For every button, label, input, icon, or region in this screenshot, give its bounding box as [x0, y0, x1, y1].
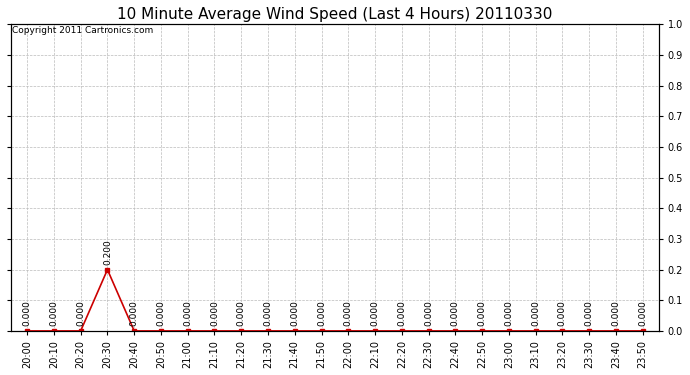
- Text: 0.000: 0.000: [344, 300, 353, 326]
- Text: 0.000: 0.000: [290, 300, 299, 326]
- Text: Copyright 2011 Cartronics.com: Copyright 2011 Cartronics.com: [12, 26, 154, 35]
- Text: 0.000: 0.000: [50, 300, 59, 326]
- Text: 0.000: 0.000: [424, 300, 433, 326]
- Title: 10 Minute Average Wind Speed (Last 4 Hours) 20110330: 10 Minute Average Wind Speed (Last 4 Hou…: [117, 7, 553, 22]
- Text: 0.000: 0.000: [558, 300, 566, 326]
- Text: 0.000: 0.000: [237, 300, 246, 326]
- Text: 0.000: 0.000: [451, 300, 460, 326]
- Text: 0.000: 0.000: [584, 300, 593, 326]
- Text: 0.000: 0.000: [371, 300, 380, 326]
- Text: 0.000: 0.000: [264, 300, 273, 326]
- Text: 0.000: 0.000: [130, 300, 139, 326]
- Text: 0.000: 0.000: [317, 300, 326, 326]
- Text: 0.000: 0.000: [611, 300, 620, 326]
- Text: 0.000: 0.000: [477, 300, 486, 326]
- Text: 0.000: 0.000: [23, 300, 32, 326]
- Text: 0.200: 0.200: [103, 239, 112, 265]
- Text: 0.000: 0.000: [504, 300, 513, 326]
- Text: 0.000: 0.000: [210, 300, 219, 326]
- Text: 0.000: 0.000: [638, 300, 647, 326]
- Text: 0.000: 0.000: [157, 300, 166, 326]
- Text: 0.000: 0.000: [397, 300, 406, 326]
- Text: 0.000: 0.000: [184, 300, 193, 326]
- Text: 0.000: 0.000: [76, 300, 85, 326]
- Text: 0.000: 0.000: [531, 300, 540, 326]
